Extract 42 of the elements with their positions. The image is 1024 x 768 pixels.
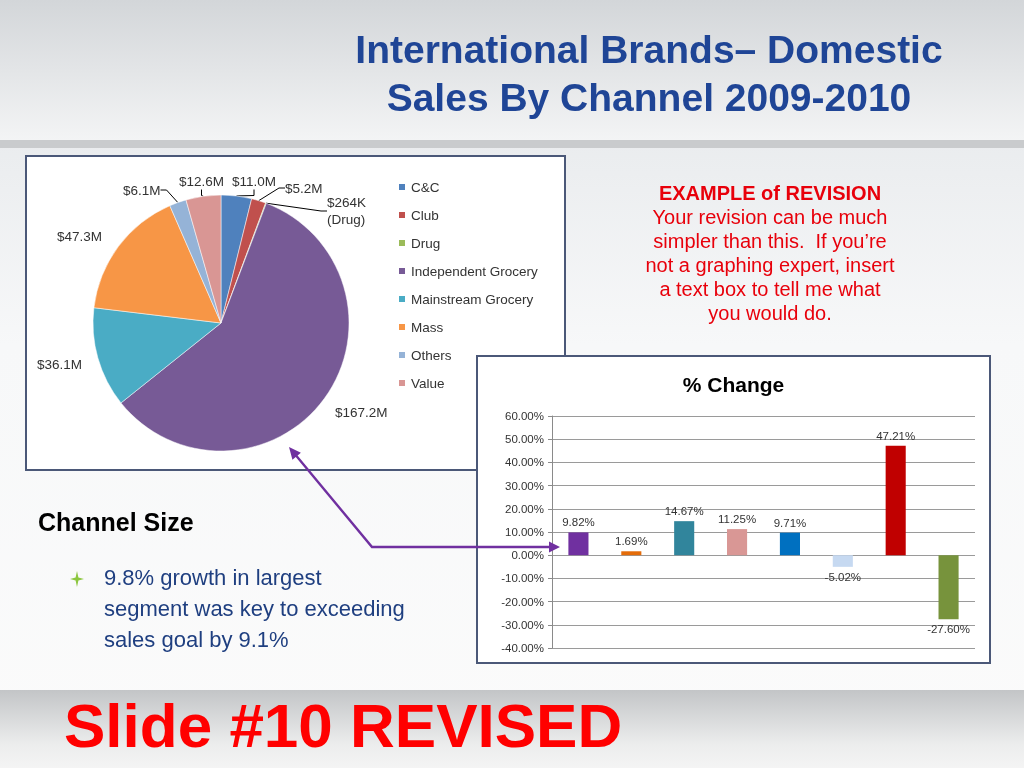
y-tick-label: -10.00% — [501, 572, 544, 585]
text: Your revision can be much simpler than this. If you’re not a graphing expert, insert a text box to tell me what you would do. — [644, 205, 896, 325]
y-tick-label: 0.00% — [511, 549, 544, 562]
data-label: 11.25% — [717, 513, 757, 526]
y-tick-label: 40.00% — [504, 456, 544, 469]
legend-label: Value — [411, 375, 445, 391]
data-label: 9.71% — [773, 516, 807, 529]
legend-label: Club — [411, 207, 439, 223]
data-label: $36.1M — [37, 356, 83, 372]
text: 9.8% growth in largest segment was key to exceeding sales goal by 9.1% — [104, 564, 406, 654]
y-tick-label: 30.00% — [504, 479, 544, 492]
y-tick-label: -30.00% — [501, 618, 544, 631]
y-tick-label: -20.00% — [501, 595, 544, 608]
legend-label: Mass — [411, 319, 444, 335]
text: Channel Size — [38, 507, 194, 537]
y-tick-label: 50.00% — [504, 433, 544, 446]
y-tick-label: -40.00% — [501, 642, 544, 654]
y-tick-label: 60.00% — [504, 410, 544, 422]
data-label: 9.82% — [562, 516, 595, 529]
data-label: 47.21% — [876, 429, 916, 442]
data-label: 14.67% — [664, 505, 704, 518]
legend-label: Drug — [411, 235, 441, 251]
data-label: $11.0M — [232, 173, 277, 189]
text: International Brands– Domestic Sales By Channel 2009-2010 — [354, 27, 944, 121]
data-label: $5.2M — [285, 180, 323, 196]
data-label: 1.69% — [615, 535, 648, 548]
text: Slide #10 REVISED — [64, 690, 623, 762]
data-label: $167.2M — [335, 404, 388, 420]
legend-label: Independent Grocery — [411, 263, 539, 279]
data-label: $264K (Drug) — [327, 195, 367, 227]
y-tick-label: 20.00% — [504, 502, 544, 515]
legend-label: C&C — [411, 179, 440, 195]
legend-label: Mainstream Grocery — [411, 291, 534, 307]
data-label: $6.1M — [123, 182, 161, 198]
y-tick-label: 10.00% — [504, 526, 544, 538]
data-label: -27.60% — [927, 623, 970, 636]
data-label: $12.6M — [179, 173, 225, 189]
text: EXAMPLE of REVISION — [657, 181, 883, 205]
chart-title: % Change — [682, 373, 785, 396]
legend-label: Others — [411, 347, 452, 363]
data-label: $47.3M — [57, 228, 103, 244]
data-label: -5.02% — [824, 570, 862, 583]
